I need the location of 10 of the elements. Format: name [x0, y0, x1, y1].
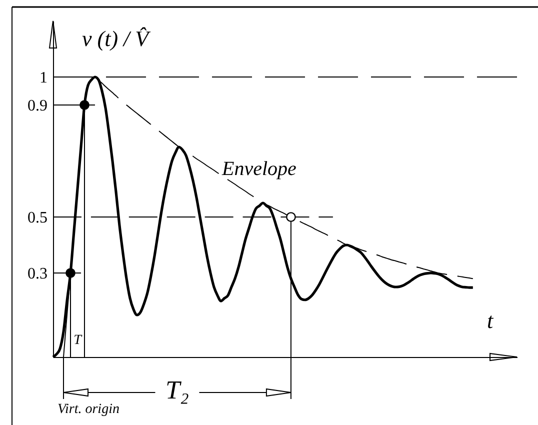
annotation: Envelope — [221, 158, 297, 180]
y-tick-label: 0.5 — [28, 210, 48, 226]
y-tick-label: 0.9 — [28, 98, 48, 114]
y-axis-title: v (t) / V̂ — [82, 26, 152, 51]
text: T₂ — [165, 376, 189, 404]
y-tick-label: 0.3 — [28, 266, 48, 282]
x-axis-title: t — [487, 308, 494, 333]
text: Virt. origin — [58, 402, 120, 417]
y-tick-label: 1 — [40, 70, 48, 86]
annotation: T — [74, 333, 83, 348]
